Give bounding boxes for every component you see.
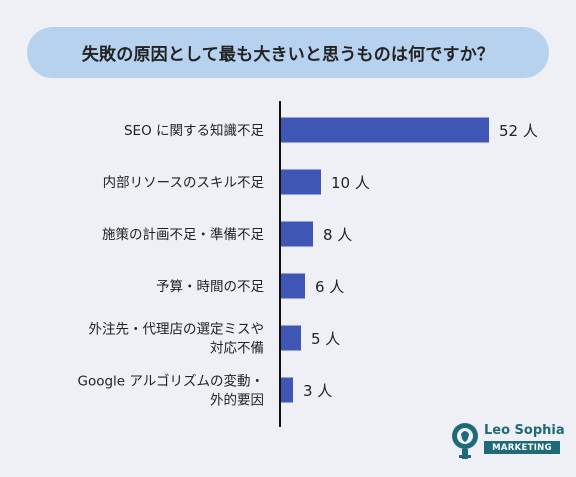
- bar-0: [281, 117, 489, 143]
- category-labels: SEO に関する知識不足内部リソースのスキル不足施策の計画不足・準備不足予算・時…: [78, 122, 265, 409]
- value-label-3: 6 人: [315, 278, 344, 296]
- category-label-4-line-1: 対応不備: [210, 341, 264, 357]
- category-label-2: 施策の計画不足・準備不足: [102, 226, 264, 243]
- bar-1: [281, 169, 321, 195]
- chart-title: 失敗の原因として最も大きいと思うものは何ですか？: [27, 27, 549, 78]
- category-label-1: 内部リソースのスキル不足: [103, 175, 265, 191]
- category-label-0: SEO に関する知識不足: [124, 122, 265, 139]
- value-labels: 52 人 10 人 8 人 6 人 5 人 3 人: [303, 122, 538, 400]
- bar-3: [281, 273, 305, 299]
- value-label-0: 52 人: [499, 122, 538, 140]
- bar-4: [281, 325, 301, 351]
- bar-5: [281, 377, 293, 403]
- bar-2: [281, 221, 313, 247]
- value-label-4: 5 人: [311, 330, 340, 348]
- brand-logo: Leo Sophia MARKETING: [451, 422, 571, 462]
- bars: [281, 117, 489, 403]
- category-label-5-line-1: 外的要因: [210, 393, 264, 409]
- value-label-5: 3 人: [303, 382, 332, 400]
- value-label-1: 10 人: [331, 174, 370, 192]
- value-label-2: 8 人: [323, 226, 352, 244]
- lion-icon: [452, 423, 478, 459]
- logo-name: Leo Sophia: [484, 423, 565, 438]
- category-label-4-line-0: 外注先・代理店の選定ミスや: [89, 322, 265, 338]
- category-label-5-line-0: Google アルゴリズムの変動・: [78, 373, 265, 390]
- category-label-3: 予算・時間の不足: [156, 279, 264, 295]
- logo-tag: MARKETING: [484, 441, 560, 454]
